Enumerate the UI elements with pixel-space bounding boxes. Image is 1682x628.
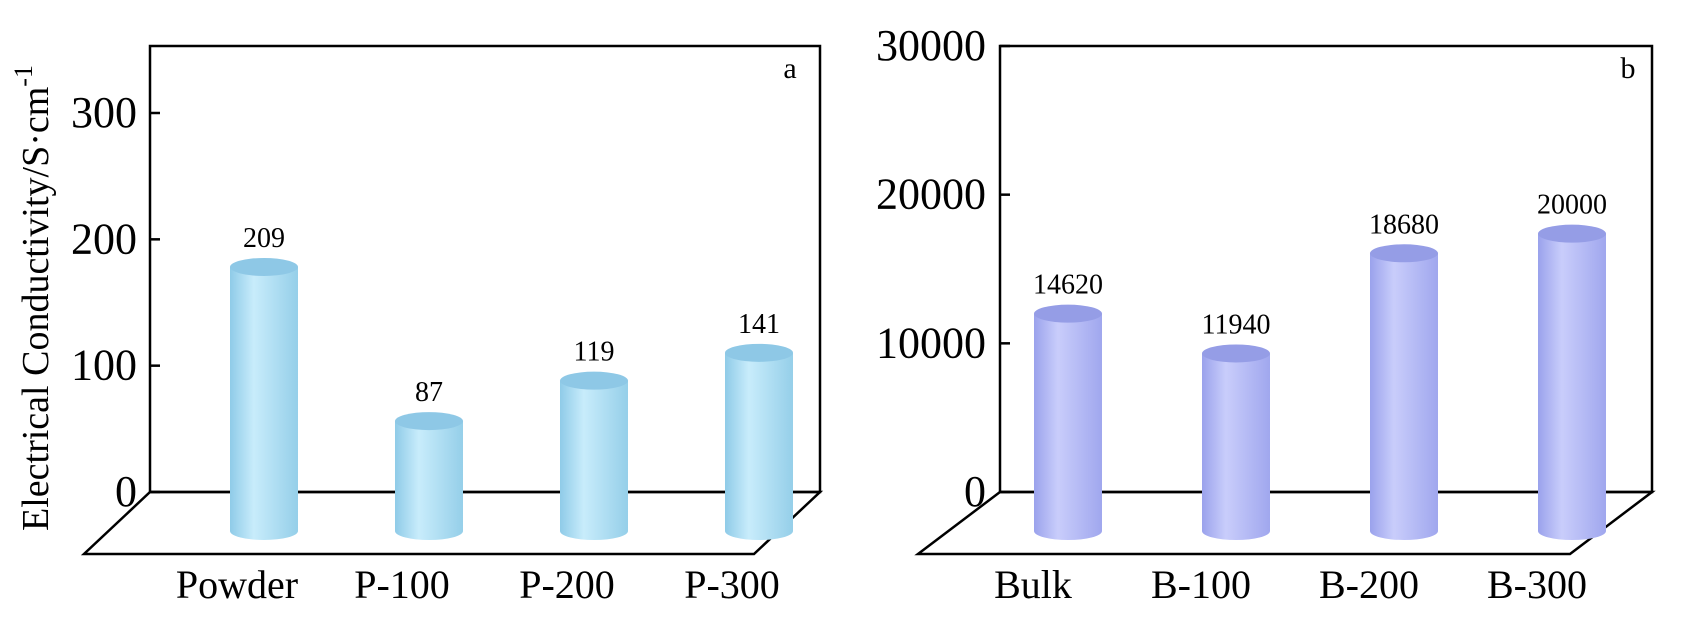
- x-tick-label: P-100: [354, 562, 450, 607]
- x-tick-label: Bulk: [994, 562, 1072, 607]
- data-label: 141: [738, 309, 780, 340]
- bar-top: [1202, 344, 1270, 363]
- bar-body: [1370, 253, 1438, 541]
- y-tick-label: 30000: [876, 21, 986, 70]
- x-tick-label: B-300: [1487, 562, 1587, 607]
- bar: 11940: [1202, 309, 1271, 540]
- bar-body: [725, 352, 793, 540]
- panel-a-letter: a: [783, 52, 796, 85]
- panel-b-letter: b: [1621, 52, 1636, 85]
- y-tick-label: 0: [964, 467, 986, 516]
- x-tick-label: P-300: [684, 562, 780, 607]
- bar-body: [230, 266, 298, 540]
- data-label: 119: [574, 337, 615, 368]
- bar-body: [395, 421, 463, 540]
- bar: 14620: [1033, 270, 1103, 540]
- bar-top: [1538, 224, 1606, 243]
- bar-body: [1034, 313, 1102, 540]
- y-axis-title-superscript: -1: [9, 65, 38, 87]
- bar-body: [1538, 233, 1606, 540]
- data-label: 14620: [1033, 270, 1103, 301]
- bar-body: [1202, 353, 1270, 540]
- panel-b-bars: 14620 11940 18680 20000: [1033, 190, 1607, 541]
- y-tick-label: 10000: [876, 318, 986, 367]
- y-tick-label: 0: [115, 467, 137, 516]
- bar-top: [560, 371, 628, 390]
- bar-top: [1034, 304, 1102, 323]
- panel-b-x-axis: Bulk B-100 B-200 B-300: [994, 562, 1587, 607]
- x-tick-label: B-200: [1319, 562, 1419, 607]
- bar-top: [395, 412, 463, 431]
- bar-top: [725, 343, 793, 362]
- bar-top: [230, 257, 298, 276]
- y-tick-label: 300: [71, 88, 137, 137]
- data-label: 18680: [1369, 209, 1439, 240]
- bar-top: [1370, 244, 1438, 263]
- data-label: 11940: [1202, 309, 1271, 340]
- y-tick-label: 20000: [876, 170, 986, 219]
- bar: 119: [560, 337, 628, 540]
- x-tick-label: P-200: [519, 562, 615, 607]
- panel-a-y-axis: 0 100 200 300: [71, 88, 160, 516]
- y-axis-title: Electrical Conductivity/S·cm-1: [9, 65, 57, 531]
- y-tick-label: 200: [71, 214, 137, 263]
- bar: 209: [230, 223, 298, 540]
- panel-b-y-axis: 0 10000 20000 30000: [876, 21, 1010, 516]
- y-axis-title-text: Electrical Conductivity/S·cm: [15, 87, 57, 531]
- x-tick-label: B-100: [1151, 562, 1251, 607]
- bar-body: [560, 380, 628, 540]
- bar: 20000: [1537, 190, 1607, 540]
- chart-panel-b: 0 10000 20000 30000 14620 11940 18680 20000 Bu…: [876, 21, 1656, 607]
- x-tick-label: Powder: [176, 562, 298, 607]
- bar: 18680: [1369, 209, 1439, 541]
- panel-a-x-axis: Powder P-100 P-200 P-300: [176, 562, 780, 607]
- y-tick-label: 100: [71, 341, 137, 390]
- data-label: 20000: [1537, 190, 1607, 221]
- data-label: 209: [243, 223, 285, 254]
- bar: 87: [395, 377, 463, 540]
- panel-a-bars: 209 87 119 141: [230, 223, 793, 540]
- data-label: 87: [415, 377, 443, 408]
- bar: 141: [725, 309, 793, 540]
